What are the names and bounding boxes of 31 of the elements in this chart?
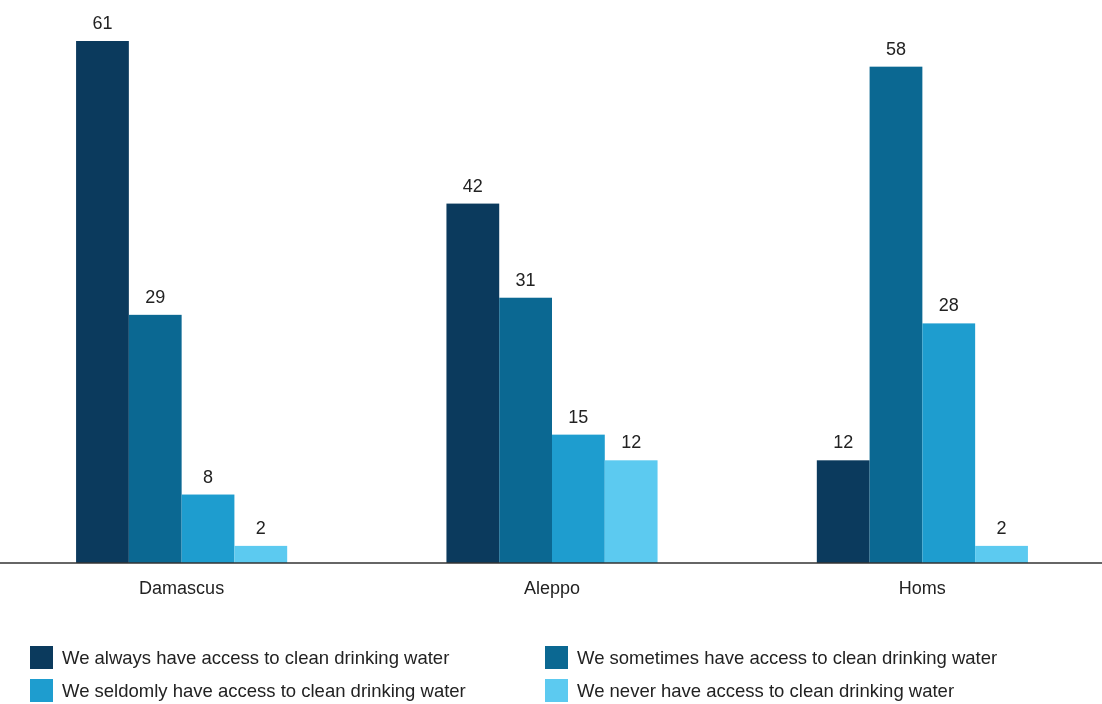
data-label: 31 bbox=[515, 269, 536, 290]
bar bbox=[816, 460, 870, 563]
data-label: 28 bbox=[938, 295, 959, 316]
bar bbox=[552, 434, 605, 563]
data-label: 2 bbox=[996, 517, 1007, 538]
bar bbox=[869, 66, 923, 563]
data-label: 58 bbox=[885, 38, 906, 59]
bar bbox=[446, 203, 500, 563]
bar bbox=[181, 494, 235, 563]
legend-label: We always have access to clean drinking water bbox=[62, 647, 450, 668]
bar bbox=[922, 323, 976, 563]
bar bbox=[499, 297, 552, 563]
bar bbox=[128, 314, 182, 563]
legend-label: We never have access to clean drinking water bbox=[577, 680, 955, 701]
data-label: 29 bbox=[145, 286, 166, 307]
data-label: 12 bbox=[833, 432, 854, 453]
bar bbox=[76, 41, 129, 563]
data-label: 42 bbox=[462, 175, 483, 196]
x-tick-label: Damascus bbox=[139, 578, 225, 598]
bar bbox=[975, 545, 1028, 563]
data-label: 12 bbox=[621, 432, 642, 453]
legend-label: We seldomly have access to clean drinking water bbox=[62, 680, 466, 701]
x-tick-label: Homs bbox=[898, 578, 946, 598]
bar bbox=[234, 545, 288, 563]
data-label: 2 bbox=[255, 517, 266, 538]
bar bbox=[604, 460, 658, 563]
data-label: 8 bbox=[203, 466, 214, 487]
data-label: 61 bbox=[92, 13, 113, 33]
legend-label: We sometimes have access to clean drinking water bbox=[577, 647, 998, 668]
data-label: 15 bbox=[568, 406, 589, 427]
x-tick-label: Aleppo bbox=[523, 578, 581, 598]
